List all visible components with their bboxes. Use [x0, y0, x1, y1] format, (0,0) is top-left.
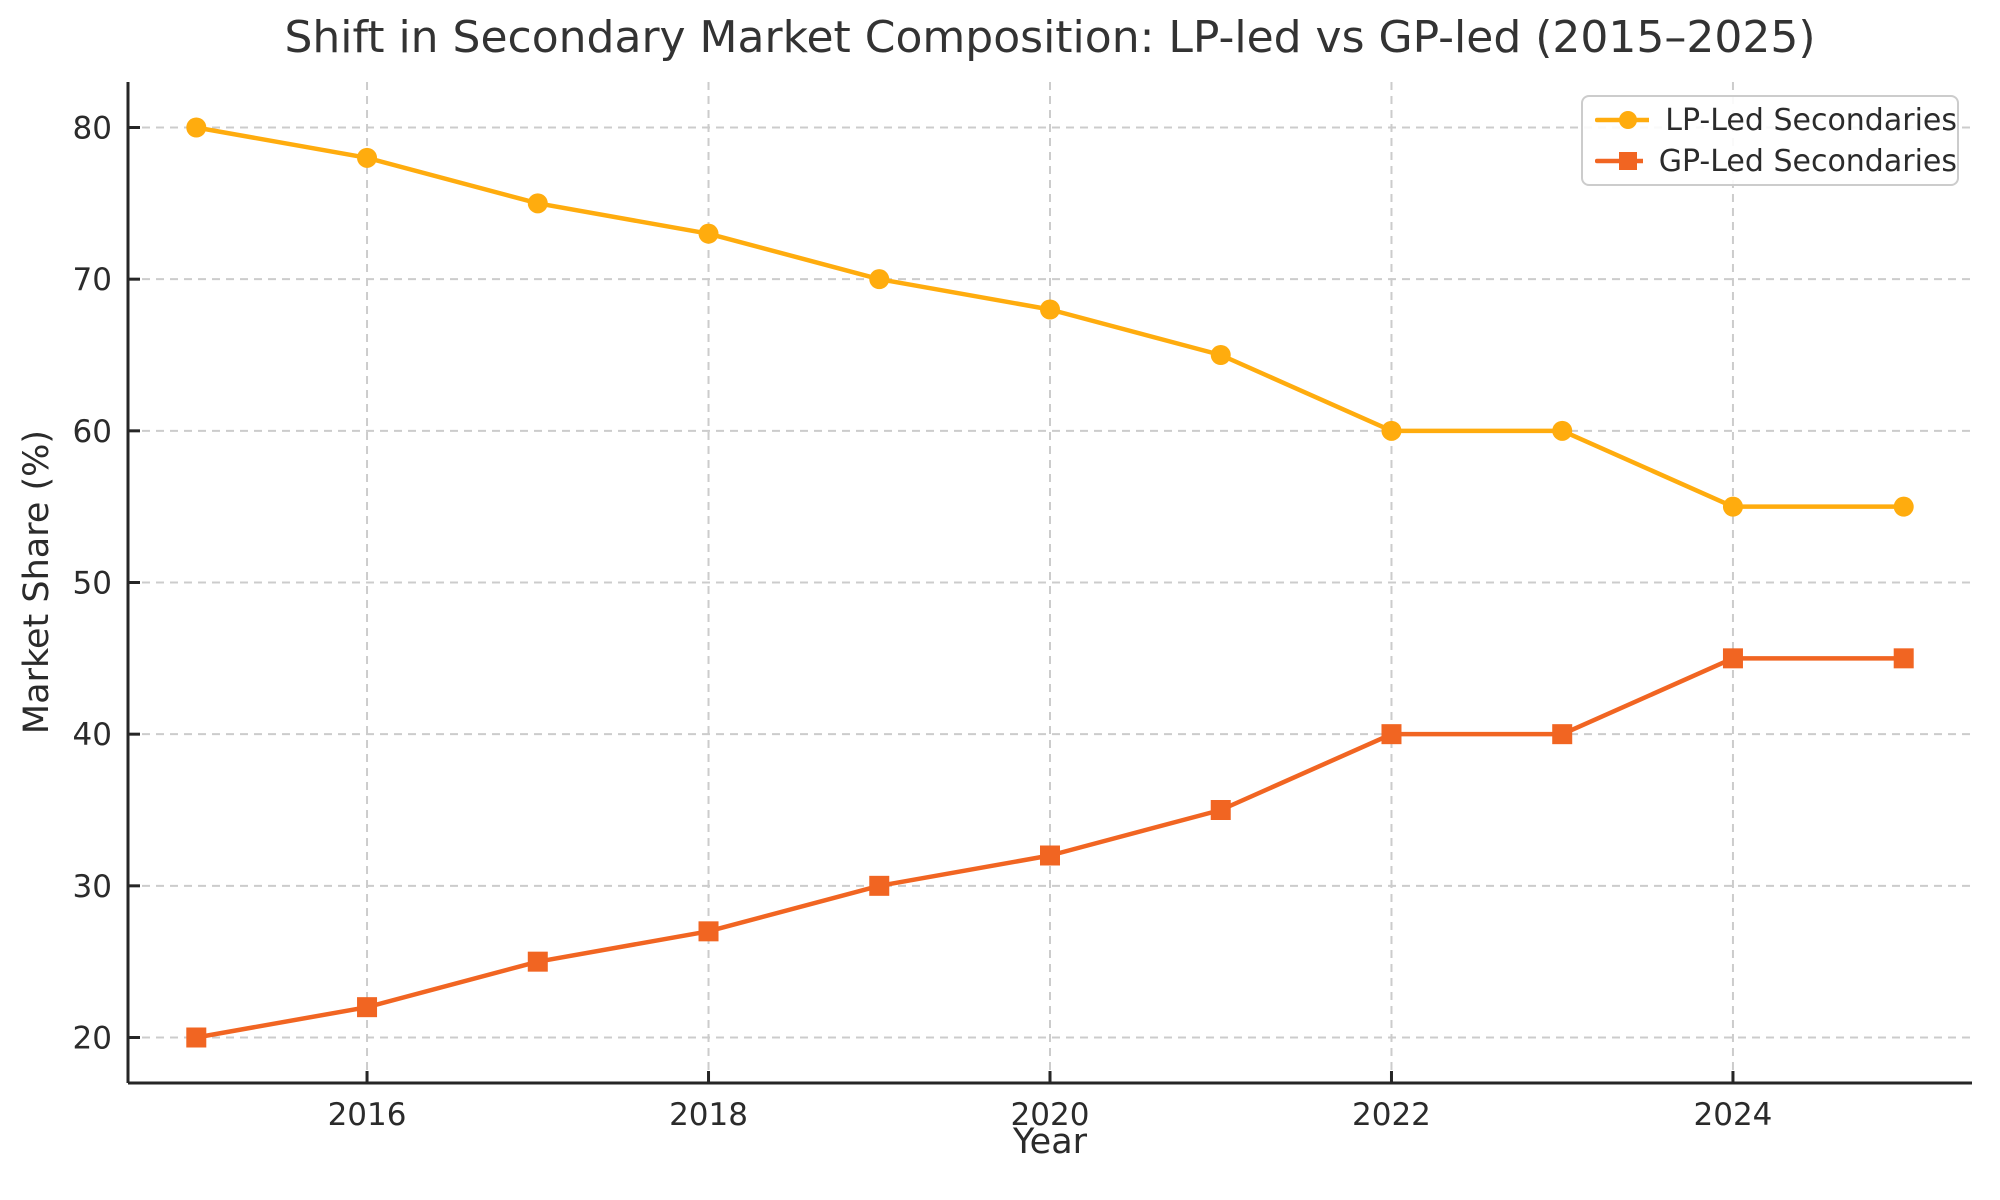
legend-item-gp-led: GP-Led Secondaries [1595, 143, 1957, 179]
lp-led-secondaries-marker [1552, 420, 1573, 441]
lp-led-secondaries-marker [869, 269, 890, 290]
gp-led-secondaries-marker [698, 921, 719, 942]
y-tick-label: 40 [73, 717, 112, 753]
legend-label-gp-led: GP-Led Secondaries [1658, 143, 1957, 179]
gp-led-secondaries-marker [1040, 845, 1060, 866]
x-axis-label: Year [1012, 1122, 1088, 1162]
x-tick-label: 2018 [669, 1097, 748, 1133]
lp-led-secondaries-marker [1722, 496, 1743, 517]
gp-led-secondaries-marker [186, 1027, 207, 1048]
gp-led-secondaries-marker [869, 875, 890, 896]
lp-led-secondaries-marker [698, 223, 719, 244]
gp-led-secondaries-marker [1893, 648, 1914, 669]
gp-led-secondaries-marker [357, 997, 378, 1018]
lp-led-secondaries-marker [1040, 299, 1060, 320]
chart-title: Shift in Secondary Market Composition: L… [284, 12, 1816, 63]
y-axis-label: Market Share (%) [17, 429, 57, 735]
gp-led-secondaries-marker [527, 951, 548, 972]
legend-item-lp-led: LP-Led Secondaries [1595, 102, 1957, 138]
lp-led-secondaries-marker [1210, 345, 1231, 365]
lp-led-secondaries-marker [1893, 496, 1914, 517]
x-tick-label: 2024 [1694, 1097, 1773, 1133]
legend-label-lp-led: LP-Led Secondaries [1665, 102, 1957, 138]
legend: LP-Led Secondaries GP-Led Secondaries [1581, 95, 1959, 186]
gp-led-legend-swatch [1595, 152, 1643, 170]
gp-led-secondaries-marker [1210, 800, 1231, 820]
y-tick-label: 60 [73, 414, 112, 450]
lp-led-secondaries-marker [1381, 420, 1402, 441]
y-tick-label: 20 [73, 1021, 112, 1057]
gp-led-secondaries-marker [1381, 724, 1402, 745]
y-tick-label: 30 [73, 869, 112, 905]
y-tick-label: 50 [73, 566, 112, 602]
legend-swatch-shape [1619, 152, 1637, 170]
x-tick-label: 2020 [1011, 1097, 1090, 1133]
x-tick-label: 2016 [328, 1097, 407, 1133]
x-tick-label: 2022 [1352, 1097, 1431, 1133]
legend-swatch-shape [1619, 111, 1637, 129]
lp-led-secondaries-marker [527, 193, 548, 214]
lp-led-legend-swatch [1595, 111, 1650, 129]
y-tick-label: 70 [73, 262, 112, 298]
gp-led-secondaries-marker [1552, 724, 1573, 745]
gp-led-secondaries-marker [1722, 648, 1743, 669]
y-tick-label: 80 [73, 111, 112, 147]
lp-led-secondaries-marker [186, 117, 207, 138]
lp-led-secondaries-marker [357, 147, 378, 168]
